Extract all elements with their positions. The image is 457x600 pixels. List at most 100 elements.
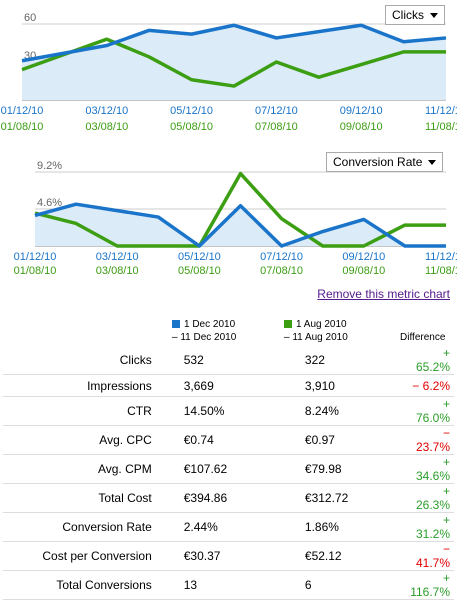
table-row: Total Cost €394.86 €312.72 + 26.3% bbox=[3, 483, 454, 513]
x-tick-label-range-2: 11/08/10 bbox=[425, 265, 457, 277]
difference-value: + 76.0% bbox=[410, 396, 454, 426]
series-line-range-1 bbox=[34, 202, 446, 248]
legend-range-2-end: – 11 Aug 2010 bbox=[284, 332, 348, 343]
legend-range-1-end: – 11 Dec 2010 bbox=[172, 332, 237, 343]
legend-range-2: 1 Aug 2010 – 11 Aug 2010 bbox=[284, 318, 348, 344]
range-1-value: 13 bbox=[169, 570, 291, 600]
x-tick-label-range-1: 03/12/10 bbox=[85, 105, 128, 117]
series-area bbox=[22, 25, 446, 101]
metric-label: Total Conversions bbox=[3, 570, 170, 600]
x-tick-label-range-2: 03/08/10 bbox=[96, 265, 139, 277]
range-1-value: 3,669 bbox=[169, 374, 291, 397]
series-line-range-1 bbox=[21, 23, 447, 63]
dropdown-label: Clicks bbox=[392, 8, 424, 22]
range-1-value: €394.86 bbox=[169, 483, 291, 513]
difference-value: − 6.2% bbox=[410, 374, 454, 397]
x-tick-label-range-2: 01/08/10 bbox=[14, 265, 57, 277]
caret-down-icon bbox=[428, 160, 437, 166]
x-tick-label-range-1: 01/12/10 bbox=[14, 251, 57, 263]
clicks-chart: 6030001/12/1003/12/1005/12/1007/12/1009/… bbox=[0, 0, 457, 140]
dropdown-label: Conversion Rate bbox=[333, 155, 423, 169]
range-2-value: 322 bbox=[290, 346, 411, 375]
conversion-rate-chart: 9.2%4.6%0.0%01/12/1003/12/1005/12/1007/1… bbox=[0, 150, 457, 290]
table-row: Cost per Conversion €30.37 €52.12− 41.7% bbox=[3, 541, 454, 571]
x-tick-label-range-2: 03/08/10 bbox=[85, 121, 128, 133]
metric-label: Conversion Rate bbox=[3, 512, 170, 542]
x-tick-label-range-1: 07/12/10 bbox=[255, 105, 298, 117]
blue-swatch-icon bbox=[172, 320, 180, 328]
series-line-range-2 bbox=[34, 171, 446, 248]
x-tick-label-range-2: 11/08/10 bbox=[425, 121, 457, 133]
range-2-value: 1.86% bbox=[290, 512, 411, 542]
legend-range-2-start: 1 Aug 2010 bbox=[296, 319, 347, 330]
range-2-value: 3,910 bbox=[290, 374, 411, 397]
range-2-value: 6 bbox=[290, 570, 411, 600]
metric-label: CTR bbox=[3, 396, 170, 426]
table-row: Avg. CPM €107.62 €79.98 + 34.6% bbox=[3, 454, 454, 484]
difference-value: + 34.6% bbox=[410, 454, 454, 484]
range-2-value: €79.98 bbox=[290, 454, 411, 484]
conversion-rate-chart-svg: 9.2%4.6%0.0%01/12/1003/12/1005/12/1007/1… bbox=[14, 160, 457, 277]
metric-label: Impressions bbox=[3, 374, 170, 397]
legend-range-1-start: 1 Dec 2010 bbox=[184, 319, 236, 330]
metric-dropdown-conversion-rate[interactable]: Conversion Rate bbox=[326, 152, 444, 172]
y-tick-label: 4.6% bbox=[37, 197, 62, 209]
range-2-value: €312.72 bbox=[290, 483, 411, 513]
x-tick-label-range-1: 05/12/10 bbox=[178, 251, 221, 263]
metric-label: Total Cost bbox=[3, 483, 170, 513]
metric-label: Avg. CPM bbox=[3, 454, 170, 484]
range-1-value: €30.37 bbox=[169, 541, 291, 571]
range-1-value: 532 bbox=[169, 346, 291, 375]
table-row: Conversion Rate 2.44% 1.86% + 31.2% bbox=[3, 512, 454, 542]
metric-label: Clicks bbox=[3, 346, 170, 375]
x-tick-label-range-1: 05/12/10 bbox=[170, 105, 213, 117]
difference-value: − 41.7% bbox=[410, 541, 454, 571]
range-1-value: €0.74 bbox=[169, 425, 291, 455]
x-tick-label-range-1: 11/12/10 bbox=[425, 251, 457, 263]
date-range-legend: 1 Dec 2010 – 11 Dec 2010 1 Aug 2010 – 11… bbox=[0, 318, 457, 346]
x-tick-label-range-2: 07/08/10 bbox=[260, 265, 303, 277]
y-tick-label: 60 bbox=[24, 12, 36, 24]
x-tick-label-range-1: 07/12/10 bbox=[260, 251, 303, 263]
x-tick-label-range-2: 05/08/10 bbox=[170, 121, 213, 133]
metric-dropdown-clicks[interactable]: Clicks bbox=[385, 5, 445, 25]
table-row: Total Conversions 13 6 + 116.7% bbox=[3, 570, 454, 600]
x-tick-label-range-2: 07/08/10 bbox=[255, 121, 298, 133]
range-2-value: €52.12 bbox=[290, 541, 411, 571]
x-tick-label-range-2: 01/08/10 bbox=[1, 121, 44, 133]
difference-value: + 65.2% bbox=[410, 346, 454, 375]
metrics-comparison-table: Clicks 532 322 + 65.2% Impressions 3,669 3,910… bbox=[3, 346, 454, 600]
range-2-value: 8.24% bbox=[290, 396, 411, 426]
difference-header: Difference bbox=[400, 332, 446, 343]
x-tick-label-range-1: 01/12/10 bbox=[1, 105, 44, 117]
table-row: Impressions 3,669 3,910− 6.2% bbox=[3, 374, 454, 397]
green-swatch-icon bbox=[284, 320, 292, 328]
y-tick-label: 9.2% bbox=[37, 160, 62, 172]
difference-value: + 31.2% bbox=[410, 512, 454, 542]
series-line-range-2 bbox=[21, 37, 446, 88]
clicks-chart-svg: 6030001/12/1003/12/1005/12/1007/12/1009/… bbox=[1, 12, 457, 133]
x-tick-label-range-1: 09/12/10 bbox=[342, 251, 385, 263]
caret-down-icon bbox=[430, 13, 438, 19]
range-1-value: €107.62 bbox=[169, 454, 291, 484]
range-2-value: €0.97 bbox=[290, 425, 411, 455]
difference-value: + 116.7% bbox=[410, 570, 454, 600]
x-tick-label-range-1: 11/12/10 bbox=[425, 105, 457, 117]
metric-label: Cost per Conversion bbox=[3, 541, 170, 571]
table-row: Avg. CPC €0.74 €0.97− 23.7% bbox=[3, 425, 454, 455]
x-tick-label-range-2: 05/08/10 bbox=[178, 265, 221, 277]
range-1-value: 14.50% bbox=[169, 396, 291, 426]
difference-value: + 26.3% bbox=[410, 483, 454, 513]
legend-range-1: 1 Dec 2010 – 11 Dec 2010 bbox=[172, 318, 236, 344]
difference-value: − 23.7% bbox=[410, 425, 454, 455]
series-area bbox=[35, 204, 446, 246]
table-row: Clicks 532 322 + 65.2% bbox=[3, 346, 454, 375]
range-1-value: 2.44% bbox=[169, 512, 291, 542]
table-row: CTR 14.50% 8.24% + 76.0% bbox=[3, 396, 454, 426]
x-tick-label-range-1: 03/12/10 bbox=[96, 251, 139, 263]
x-tick-label-range-1: 09/12/10 bbox=[340, 105, 383, 117]
x-tick-label-range-2: 09/08/10 bbox=[340, 121, 383, 133]
metric-label: Avg. CPC bbox=[3, 425, 170, 455]
x-tick-label-range-2: 09/08/10 bbox=[342, 265, 385, 277]
remove-metric-chart-link[interactable]: Remove this metric chart bbox=[317, 287, 450, 301]
